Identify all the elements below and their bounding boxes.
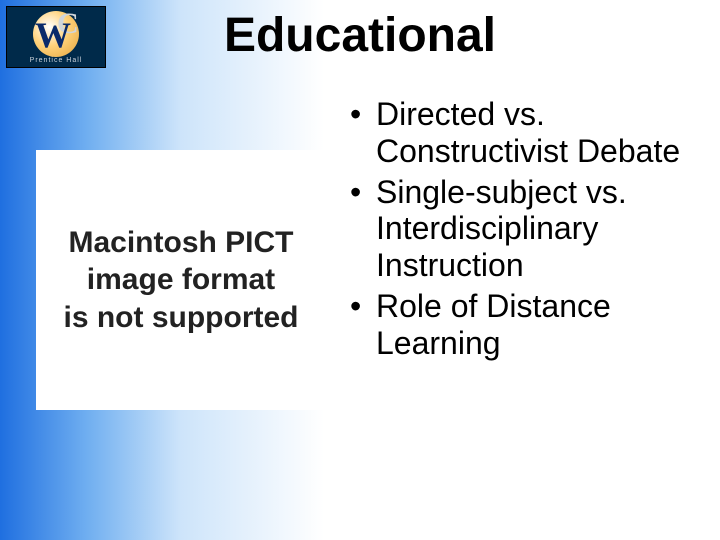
- list-item: • Role of Distance Learning: [348, 288, 690, 362]
- bullet-icon: •: [348, 96, 376, 133]
- bullet-icon: •: [348, 174, 376, 211]
- bullet-text: Directed vs. Constructivist Debate: [376, 96, 690, 170]
- bullet-text: Role of Distance Learning: [376, 288, 690, 362]
- pict-placeholder: Macintosh PICT image format is not suppo…: [36, 150, 326, 410]
- list-item: • Single-subject vs. Interdisciplinary I…: [348, 174, 690, 284]
- bullet-text: Single-subject vs. Interdisciplinary Ins…: [376, 174, 690, 284]
- pict-line-2: image format: [87, 263, 275, 296]
- bullet-icon: •: [348, 288, 376, 325]
- pict-line-3: is not supported: [64, 301, 299, 334]
- slide-title: Educational: [0, 8, 720, 63]
- pict-placeholder-text: Macintosh PICT image format is not suppo…: [64, 224, 299, 337]
- pict-line-1: Macintosh PICT: [68, 226, 293, 259]
- slide: C W Prentice Hall Educational Macintosh …: [0, 0, 720, 540]
- list-item: • Directed vs. Constructivist Debate: [348, 96, 690, 170]
- bullet-list: • Directed vs. Constructivist Debate • S…: [348, 96, 690, 366]
